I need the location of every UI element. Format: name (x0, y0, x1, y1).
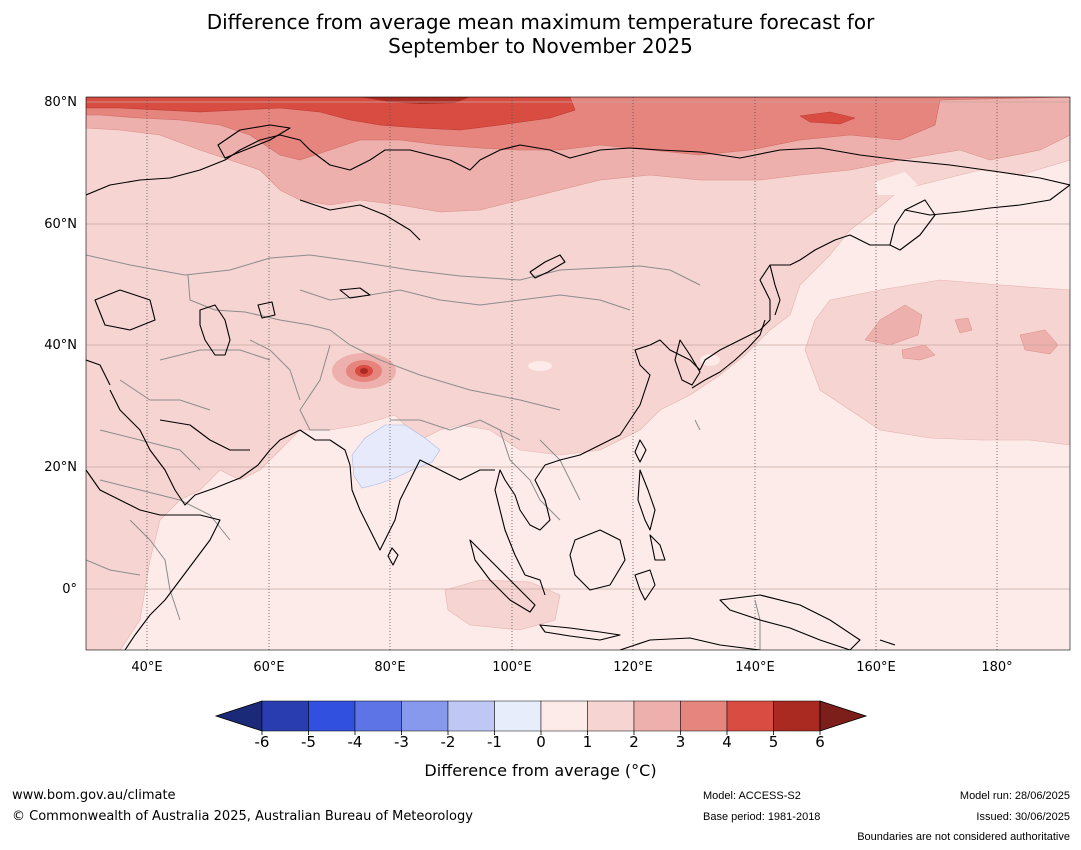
longitude-gridlines (146, 97, 998, 650)
lon-label-60e: 60°E (253, 660, 285, 675)
map-frame (85, 96, 1071, 651)
colorbar-tick-label: -1 (487, 733, 502, 751)
light-patch (875, 172, 918, 195)
colorbar-tick-label: 2 (629, 733, 639, 751)
colorbar-tick-label: -4 (347, 733, 363, 751)
lon-label-80e: 80°E (374, 660, 406, 675)
country-boundaries (86, 254, 761, 650)
colorbar-tick-label: -3 (394, 733, 409, 751)
colorbar-extend-high (819, 700, 868, 732)
anomaly-2-3-region-pacific-3 (954, 317, 973, 334)
footer-copyright: © Commonwealth of Australia 2025, Austra… (12, 809, 473, 824)
title-line-1: Difference from average mean maximum tem… (206, 10, 875, 34)
anomaly-1-2-region (86, 97, 1070, 650)
colorbar-tick-label: 4 (722, 733, 732, 751)
colorbar-tick-label: 5 (768, 733, 779, 751)
chart-title: Difference from average mean maximum tem… (0, 10, 1081, 58)
colorbar-swatch (726, 700, 774, 732)
light-patch (528, 361, 552, 371)
colorbar-swatch (401, 700, 449, 732)
colorbar-swatch (540, 700, 588, 732)
lon-label-100e: 100°E (492, 660, 532, 675)
colorbar-swatch (633, 700, 681, 732)
title-line-2: September to November 2025 (388, 34, 693, 58)
lat-label-40n: 40°N (44, 338, 77, 353)
coastlines (86, 124, 1070, 650)
footer-base-period: Base period: 1981-2018 (703, 811, 821, 823)
colorbar-tick-label: 3 (675, 733, 686, 751)
colorbar-tick-label: 0 (536, 733, 546, 751)
light-patch (700, 354, 720, 366)
colorbar-extend-low (214, 700, 263, 732)
lat-label-0: 0° (62, 582, 77, 597)
lon-label-160e: 160°E (856, 660, 896, 675)
colorbar-swatch (773, 700, 821, 732)
lon-label-40e: 40°E (131, 660, 163, 675)
footer-disclaimer: Boundaries are not considered authoritat… (857, 831, 1070, 843)
footer-issued: Issued: 30/06/2025 (976, 811, 1070, 823)
anomaly-4-5-region-east (799, 111, 856, 125)
footer-model-run: Model run: 28/06/2025 (959, 790, 1070, 802)
lon-label-120e: 120°E (613, 660, 653, 675)
lon-label-140e: 140°E (735, 660, 775, 675)
anomaly-1-2-region-indian-ocean (444, 579, 561, 631)
lat-label-20n: 20°N (44, 460, 77, 475)
anomaly-2-3-region-pacific-4 (1019, 329, 1059, 355)
anomaly-2-3-region-pacific-2 (901, 344, 936, 361)
anomaly-negative-region (351, 424, 441, 489)
colorbar-swatch (447, 700, 495, 732)
colorbar-swatch (680, 700, 728, 732)
colorbar-tick-label: 1 (582, 733, 593, 751)
anomaly-1-2-region-pacific (804, 279, 1070, 446)
lat-label-60n: 60°N (44, 217, 77, 232)
lat-label-80n: 80°N (44, 95, 77, 110)
light-patch (890, 210, 1070, 275)
colorbar-swatch (354, 700, 402, 732)
colorbar-swatch (308, 700, 356, 732)
colorbar-tick-label: 6 (815, 733, 825, 751)
colorbar-tick-label: -2 (440, 733, 456, 751)
colorbar-title: Difference from average (°C) (424, 761, 657, 780)
latitude-gridlines (86, 101, 1070, 590)
colorbar-swatch (261, 700, 309, 732)
colorbar-swatches (214, 700, 868, 732)
colorbar-swatch (494, 700, 542, 732)
hotspot-core (360, 368, 368, 374)
footer-model: Model: ACCESS-S2 (703, 790, 801, 802)
colorbar-swatch (587, 700, 635, 732)
lon-label-180: 180° (981, 660, 1013, 675)
colorbar-tick-marks (261, 731, 821, 735)
footer-url[interactable]: www.bom.gov.au/climate (12, 788, 176, 803)
colorbar-tick-label: -5 (301, 733, 316, 751)
colorbar-tick-label: -6 (254, 733, 270, 751)
